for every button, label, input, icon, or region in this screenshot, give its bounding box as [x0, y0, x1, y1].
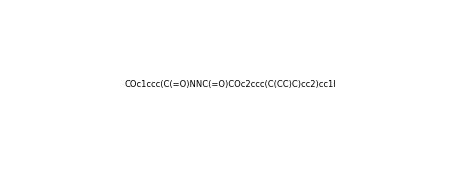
Text: COc1ccc(C(=O)NNC(=O)COc2ccc(C(CC)C)cc2)cc1I: COc1ccc(C(=O)NNC(=O)COc2ccc(C(CC)C)cc2)c…: [124, 81, 337, 89]
